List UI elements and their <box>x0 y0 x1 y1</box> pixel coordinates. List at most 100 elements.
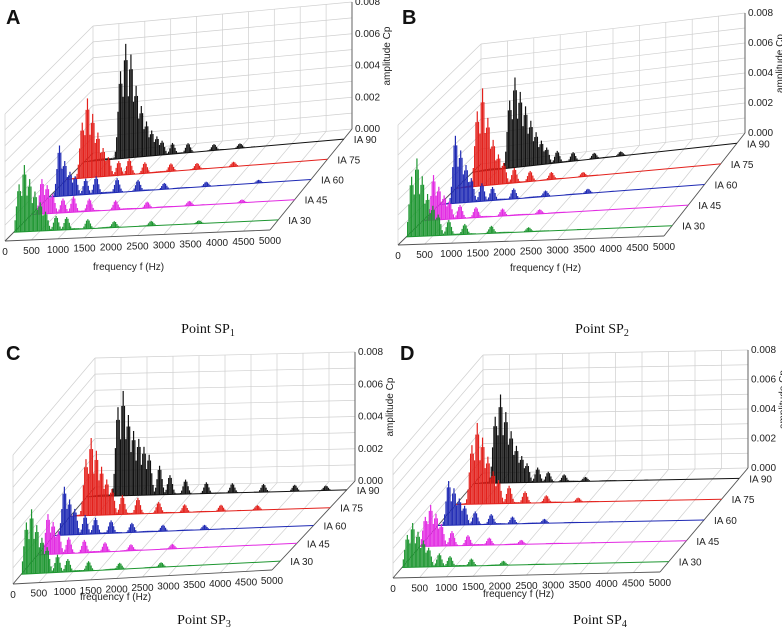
y-tick-label: 0.000 <box>751 463 776 474</box>
x-tick-label: 5000 <box>649 578 672 589</box>
y-axis-title: amplitude Cp <box>385 377 396 436</box>
grid-line <box>480 42 746 75</box>
grid-line <box>392 413 484 520</box>
grid-line <box>4 57 94 146</box>
series-ia-45 <box>31 179 295 216</box>
panel-a: IA 90 IA 75 IA 60 IA 45 IA 30 0 500 1000 1500 200… <box>2 0 393 339</box>
y-axis-title: amplitude Cp <box>775 34 782 93</box>
series-ia-75 <box>455 422 722 505</box>
panel-caption: Point SP2 <box>575 322 629 339</box>
side-wall-edge <box>397 43 482 126</box>
x-tick-label: 5000 <box>653 242 676 253</box>
series-ia-30 <box>406 158 673 238</box>
grid-line <box>4 89 94 178</box>
series-label: IA 75 <box>340 504 363 515</box>
x-tick-label: 4500 <box>235 577 258 588</box>
grid-line <box>482 408 749 415</box>
grid-line <box>480 12 746 45</box>
x-axis-line <box>392 571 661 579</box>
series-ia-75 <box>66 98 328 180</box>
y-tick-label: 0.000 <box>358 476 383 487</box>
y-tick-label: 0.004 <box>358 412 383 423</box>
x-tick-label: 0 <box>2 247 8 258</box>
series-label: IA 30 <box>682 222 705 233</box>
grid-line <box>482 393 749 400</box>
series-label: IA 60 <box>324 522 347 533</box>
caption-main: Point SP <box>575 322 624 337</box>
series-label: IA 30 <box>288 216 311 227</box>
grid-line <box>392 443 484 549</box>
y-tick-label: 0.002 <box>748 98 773 109</box>
grid-line <box>94 367 356 375</box>
y-tick-label: 0.002 <box>358 444 383 455</box>
grid-line <box>392 399 484 505</box>
panel-caption: Point SP3 <box>177 613 231 630</box>
grid-line <box>92 17 353 43</box>
series-ia-60 <box>48 145 312 198</box>
x-tick-label: 500 <box>411 583 428 594</box>
series-label: IA 90 <box>749 474 772 485</box>
x-tick-label: 500 <box>31 589 48 600</box>
x-tick-label: 1000 <box>435 583 458 594</box>
panel-letter: D <box>400 343 414 365</box>
series-label: IA 75 <box>732 495 755 506</box>
x-tick-label: 4000 <box>206 238 229 249</box>
y-tick-label: 0.000 <box>355 124 380 135</box>
series-ia-90 <box>86 390 347 498</box>
x-tick-label: 3000 <box>153 240 176 251</box>
y-axis-title: amplitude Cp <box>382 26 393 85</box>
panel-c: IA 90 IA 75 IA 60 IA 45 IA 30 0 500 1000 1500 200… <box>6 343 396 630</box>
y-tick-label: 0.006 <box>748 38 773 49</box>
grid-line <box>482 423 749 430</box>
x-tick-label: 4000 <box>595 579 618 590</box>
x-axis-title: frequency f (Hz) <box>80 592 151 603</box>
x-tick-label: 1500 <box>462 582 485 593</box>
panel-caption: Point SP4 <box>573 613 627 630</box>
grid-line <box>4 73 94 162</box>
x-tick-label: 2500 <box>131 583 154 594</box>
series-label: IA 90 <box>354 135 377 146</box>
series-label: IA 45 <box>305 196 328 207</box>
grid-line <box>94 383 356 391</box>
series-label: IA 90 <box>747 139 770 150</box>
grid-line <box>392 458 484 564</box>
grid-line <box>12 422 96 520</box>
x-tick-label: 1500 <box>80 586 103 597</box>
caption-subscript: 3 <box>226 619 231 630</box>
series-ia-75 <box>456 88 721 189</box>
grid-line <box>480 57 746 90</box>
series-ia-60 <box>437 481 705 526</box>
x-tick-label: 3500 <box>179 239 202 250</box>
grid-line <box>482 379 749 385</box>
panel-caption: Point SP1 <box>181 322 235 339</box>
grid-line <box>482 438 749 444</box>
side-wall-edge <box>12 357 96 456</box>
y-tick-label: 0.008 <box>355 0 380 8</box>
series-label: IA 45 <box>307 539 330 550</box>
grid-line <box>482 364 749 371</box>
y-tick-label: 0.008 <box>748 8 773 19</box>
side-wall-edge <box>4 25 94 115</box>
grid-line <box>92 33 353 59</box>
y-tick-label: 0.002 <box>355 92 380 103</box>
grid-line <box>4 41 94 131</box>
x-tick-label: 3500 <box>183 580 206 591</box>
x-axis-line <box>397 235 665 246</box>
x-axis-title: frequency f (Hz) <box>93 262 164 273</box>
series-ia-45 <box>419 504 687 547</box>
grid-line <box>392 428 484 534</box>
grid-line <box>12 390 96 488</box>
x-tick-label: 1000 <box>440 249 463 260</box>
grid-line <box>94 351 356 359</box>
grid-line <box>397 103 482 186</box>
grid-line <box>92 1 353 27</box>
series-label: IA 30 <box>679 558 702 569</box>
grid-line <box>480 27 746 60</box>
grid-line <box>94 400 356 407</box>
x-tick-label: 1000 <box>54 587 77 598</box>
x-tick-label: 2000 <box>105 584 128 595</box>
axes-frame <box>12 352 356 585</box>
series-ia-60 <box>439 135 705 205</box>
series-label: IA 60 <box>714 516 737 527</box>
